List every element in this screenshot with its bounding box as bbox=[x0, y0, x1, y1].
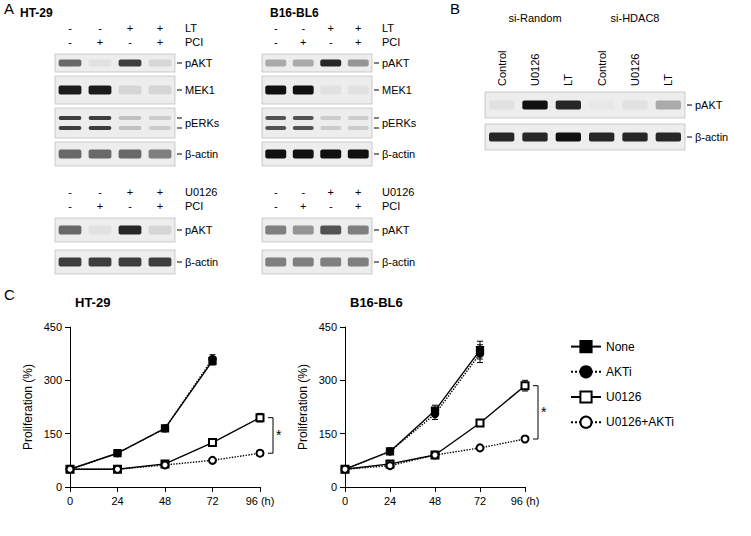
svg-text:pERKs: pERKs bbox=[382, 117, 417, 129]
svg-text:PCI: PCI bbox=[382, 36, 400, 48]
svg-text:pAKT: pAKT bbox=[185, 57, 213, 69]
svg-text:0: 0 bbox=[56, 481, 62, 493]
svg-text:-: - bbox=[98, 186, 102, 198]
svg-text:-: - bbox=[301, 186, 305, 198]
svg-text:pERKs: pERKs bbox=[185, 117, 220, 129]
svg-text:-: - bbox=[329, 200, 333, 212]
svg-text:C: C bbox=[4, 286, 15, 303]
svg-text:+: + bbox=[355, 36, 361, 48]
svg-text:-: - bbox=[274, 186, 278, 198]
svg-text:U0126: U0126 bbox=[629, 54, 641, 86]
svg-text:β-actin: β-actin bbox=[695, 131, 728, 143]
svg-text:+: + bbox=[127, 186, 133, 198]
svg-text:-: - bbox=[128, 36, 132, 48]
svg-text:pAKT: pAKT bbox=[185, 224, 213, 236]
svg-text:48: 48 bbox=[429, 495, 441, 507]
svg-text:-: - bbox=[301, 22, 305, 34]
svg-text:PCI: PCI bbox=[185, 200, 203, 212]
svg-text:-: - bbox=[274, 36, 278, 48]
svg-text:A: A bbox=[4, 0, 14, 17]
svg-text:-: - bbox=[68, 36, 72, 48]
svg-text:48: 48 bbox=[159, 495, 171, 507]
svg-text:LT: LT bbox=[662, 74, 674, 86]
svg-text:β-actin: β-actin bbox=[185, 256, 218, 268]
svg-text:-: - bbox=[68, 22, 72, 34]
svg-text:B: B bbox=[450, 0, 460, 17]
svg-text:LT: LT bbox=[185, 22, 197, 34]
svg-text:450: 450 bbox=[44, 321, 62, 333]
svg-text:U0126+AKTi: U0126+AKTi bbox=[606, 415, 674, 429]
svg-text:0: 0 bbox=[342, 495, 348, 507]
svg-text:72: 72 bbox=[206, 495, 218, 507]
svg-text:+: + bbox=[328, 186, 334, 198]
svg-text:B16-BL6: B16-BL6 bbox=[270, 6, 319, 20]
svg-text:-: - bbox=[128, 200, 132, 212]
svg-text:None: None bbox=[606, 340, 635, 354]
svg-text:Proliferation (%): Proliferation (%) bbox=[296, 364, 310, 450]
svg-text:-: - bbox=[274, 22, 278, 34]
svg-text:+: + bbox=[157, 36, 163, 48]
svg-text:300: 300 bbox=[44, 374, 62, 386]
svg-text:LT: LT bbox=[562, 74, 574, 86]
svg-text:+: + bbox=[157, 186, 163, 198]
svg-text:U0126: U0126 bbox=[606, 390, 642, 404]
svg-text:PCI: PCI bbox=[185, 36, 203, 48]
svg-text:Control: Control bbox=[496, 51, 508, 86]
svg-text:-: - bbox=[274, 200, 278, 212]
svg-text:+: + bbox=[157, 22, 163, 34]
svg-text:+: + bbox=[355, 22, 361, 34]
svg-text:PCI: PCI bbox=[382, 200, 400, 212]
svg-text:300: 300 bbox=[319, 374, 337, 386]
svg-text:+: + bbox=[328, 22, 334, 34]
svg-text:Control: Control bbox=[596, 51, 608, 86]
svg-text:-: - bbox=[68, 200, 72, 212]
svg-text:0: 0 bbox=[331, 481, 337, 493]
svg-text:β-actin: β-actin bbox=[382, 256, 415, 268]
svg-text:*: * bbox=[276, 427, 282, 443]
svg-text:-: - bbox=[68, 186, 72, 198]
svg-text:450: 450 bbox=[319, 321, 337, 333]
svg-text:+: + bbox=[97, 36, 103, 48]
svg-text:+: + bbox=[157, 200, 163, 212]
svg-text:si-HDAC8: si-HDAC8 bbox=[611, 12, 660, 24]
svg-text:β-actin: β-actin bbox=[185, 148, 218, 160]
svg-text:96 (h): 96 (h) bbox=[511, 495, 540, 507]
svg-text:MEK1: MEK1 bbox=[185, 84, 215, 96]
svg-text:72: 72 bbox=[474, 495, 486, 507]
svg-text:+: + bbox=[97, 200, 103, 212]
svg-text:96 (h): 96 (h) bbox=[246, 495, 275, 507]
svg-text:150: 150 bbox=[44, 428, 62, 440]
svg-text:24: 24 bbox=[111, 495, 123, 507]
svg-text:HT-29: HT-29 bbox=[75, 295, 110, 310]
svg-text:B16-BL6: B16-BL6 bbox=[350, 295, 403, 310]
svg-text:HT-29: HT-29 bbox=[20, 6, 53, 20]
svg-text:MEK1: MEK1 bbox=[382, 84, 412, 96]
svg-text:U0126: U0126 bbox=[185, 186, 217, 198]
svg-text:β-actin: β-actin bbox=[382, 148, 415, 160]
svg-text:si-Random: si-Random bbox=[508, 12, 561, 24]
svg-text:Proliferation (%): Proliferation (%) bbox=[21, 364, 35, 450]
svg-text:+: + bbox=[127, 22, 133, 34]
svg-text:pAKT: pAKT bbox=[382, 224, 410, 236]
svg-text:150: 150 bbox=[319, 428, 337, 440]
svg-text:+: + bbox=[300, 36, 306, 48]
svg-text:-: - bbox=[98, 22, 102, 34]
svg-text:AKTi: AKTi bbox=[606, 365, 632, 379]
svg-text:+: + bbox=[355, 200, 361, 212]
svg-text:*: * bbox=[541, 404, 547, 420]
svg-text:U0126: U0126 bbox=[382, 186, 414, 198]
svg-text:pAKT: pAKT bbox=[695, 99, 723, 111]
svg-text:+: + bbox=[300, 200, 306, 212]
svg-text:0: 0 bbox=[67, 495, 73, 507]
svg-text:pAKT: pAKT bbox=[382, 57, 410, 69]
svg-text:U0126: U0126 bbox=[529, 54, 541, 86]
svg-text:+: + bbox=[355, 186, 361, 198]
svg-text:-: - bbox=[329, 36, 333, 48]
svg-text:LT: LT bbox=[382, 22, 394, 34]
svg-text:24: 24 bbox=[384, 495, 396, 507]
